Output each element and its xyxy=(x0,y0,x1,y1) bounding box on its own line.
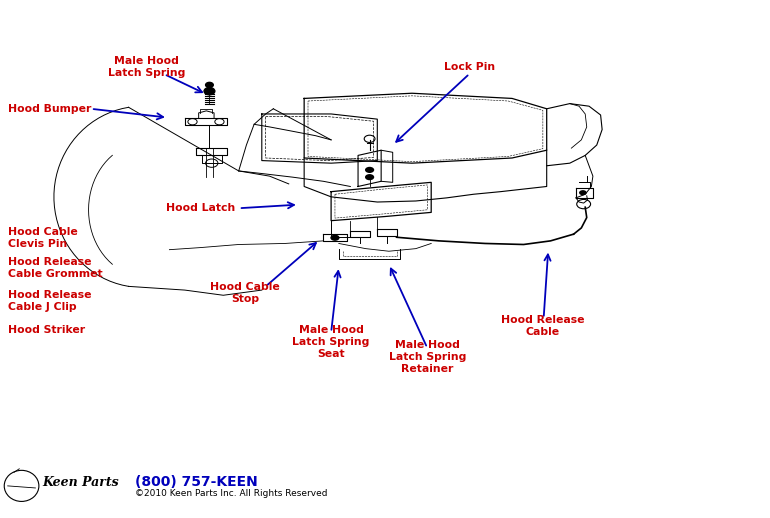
Text: (800) 757-KEEN: (800) 757-KEEN xyxy=(135,474,257,489)
Text: Hood Cable
Clevis Pin: Hood Cable Clevis Pin xyxy=(8,227,78,249)
Text: Hood Striker: Hood Striker xyxy=(8,325,85,335)
Text: Keen Parts: Keen Parts xyxy=(42,476,119,490)
Text: Hood Release
Cable J Clip: Hood Release Cable J Clip xyxy=(8,291,91,312)
Circle shape xyxy=(204,88,215,95)
Text: ©2010 Keen Parts Inc. All Rights Reserved: ©2010 Keen Parts Inc. All Rights Reserve… xyxy=(135,488,327,498)
Text: Male Hood
Latch Spring: Male Hood Latch Spring xyxy=(108,56,185,78)
Circle shape xyxy=(365,174,374,180)
Text: Male Hood
Latch Spring
Retainer: Male Hood Latch Spring Retainer xyxy=(389,340,466,375)
Text: Male Hood
Latch Spring
Seat: Male Hood Latch Spring Seat xyxy=(293,325,370,359)
Text: Hood Cable
Stop: Hood Cable Stop xyxy=(210,282,280,304)
Text: Hood Latch: Hood Latch xyxy=(166,203,235,213)
Text: Hood Release
Cable Grommet: Hood Release Cable Grommet xyxy=(8,257,102,279)
Circle shape xyxy=(330,235,340,241)
Text: Hood Bumper: Hood Bumper xyxy=(8,104,91,114)
Circle shape xyxy=(579,190,587,195)
Circle shape xyxy=(365,167,374,173)
Text: Lock Pin: Lock Pin xyxy=(444,62,495,73)
Text: Hood Release
Cable: Hood Release Cable xyxy=(501,315,584,337)
Circle shape xyxy=(206,82,213,88)
